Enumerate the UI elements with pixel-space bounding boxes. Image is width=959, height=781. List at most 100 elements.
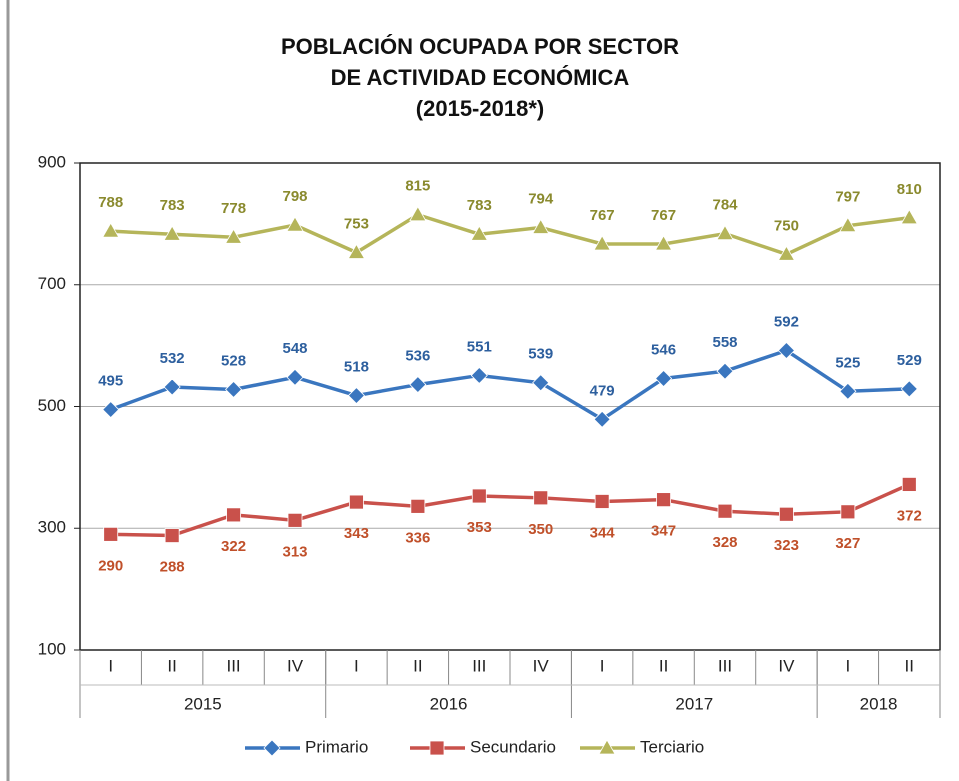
- marker: [532, 374, 550, 392]
- data-label: 532: [160, 350, 185, 367]
- y-tick-label: 300: [38, 518, 66, 537]
- marker: [900, 380, 918, 398]
- marker: [470, 225, 488, 241]
- data-label: 815: [405, 178, 430, 195]
- year-label: 2017: [675, 694, 713, 713]
- x-tick-label: II: [659, 656, 668, 675]
- x-tick-label: I: [108, 656, 113, 675]
- data-label: 558: [712, 334, 737, 351]
- marker: [163, 225, 181, 241]
- marker: [655, 369, 673, 388]
- marker: [594, 494, 610, 509]
- series-line: [110, 348, 910, 422]
- data-label: 529: [897, 352, 922, 369]
- marker: [593, 410, 611, 428]
- x-tick-label: I: [600, 656, 605, 675]
- x-tick-label: III: [226, 656, 240, 675]
- x-tick-label: II: [413, 656, 422, 675]
- marker: [347, 386, 365, 405]
- data-label: 546: [651, 341, 676, 358]
- data-label: 518: [344, 359, 369, 376]
- data-label: 767: [651, 207, 676, 224]
- data-label: 551: [467, 338, 492, 355]
- marker: [777, 341, 795, 360]
- x-tick-label: II: [905, 656, 914, 675]
- x-tick-label: I: [354, 656, 359, 675]
- marker: [656, 492, 671, 508]
- data-label: 778: [221, 200, 246, 217]
- data-label: 353: [467, 519, 492, 536]
- marker: [654, 235, 673, 251]
- marker: [103, 526, 119, 542]
- data-label: 288: [160, 559, 185, 576]
- marker: [224, 228, 243, 244]
- data-label: 336: [405, 529, 430, 546]
- marker: [840, 504, 856, 520]
- y-tick-label: 500: [38, 396, 66, 415]
- x-tick-label: III: [472, 656, 486, 675]
- chart-title: (2015-2018*): [416, 96, 544, 121]
- marker: [593, 235, 611, 251]
- data-label: 750: [774, 217, 799, 234]
- series-line: [110, 212, 910, 257]
- data-label: 783: [160, 197, 185, 214]
- year-label: 2015: [184, 694, 222, 713]
- data-label: 347: [651, 523, 676, 540]
- data-label: 767: [590, 207, 615, 224]
- marker: [717, 503, 733, 519]
- data-label: 327: [835, 535, 860, 552]
- marker: [839, 216, 857, 233]
- legend-label: Primario: [305, 737, 368, 756]
- marker: [533, 490, 549, 506]
- marker: [287, 512, 303, 528]
- data-label: 344: [590, 524, 616, 541]
- marker: [225, 380, 243, 399]
- marker: [900, 208, 918, 225]
- data-label: 525: [835, 354, 860, 371]
- data-label: 322: [221, 538, 246, 555]
- marker: [163, 378, 181, 396]
- x-tick-label: III: [718, 656, 732, 675]
- x-tick-label: IV: [533, 656, 550, 675]
- chart-title: DE ACTIVIDAD ECONÓMICA: [331, 65, 630, 90]
- data-label: 350: [528, 521, 553, 538]
- series-line: [110, 482, 910, 538]
- data-label: 797: [835, 189, 860, 206]
- marker: [779, 506, 794, 522]
- marker: [102, 400, 120, 419]
- data-label: 788: [98, 194, 123, 211]
- data-label: 290: [98, 557, 123, 574]
- marker: [470, 366, 488, 385]
- x-tick-label: IV: [778, 656, 795, 675]
- data-label: 313: [282, 543, 307, 560]
- x-tick-label: IV: [287, 656, 304, 675]
- y-tick-label: 700: [38, 274, 66, 293]
- data-label: 784: [712, 197, 738, 214]
- marker: [777, 245, 796, 261]
- marker: [839, 382, 857, 400]
- legend-label: Secundario: [470, 737, 556, 756]
- data-label: 794: [528, 190, 554, 207]
- marker: [409, 205, 427, 222]
- marker: [410, 498, 426, 514]
- marker: [102, 222, 120, 238]
- data-label: 592: [774, 313, 799, 330]
- marker: [598, 739, 616, 755]
- marker: [716, 224, 734, 241]
- data-label: 343: [344, 525, 369, 542]
- data-label: 536: [405, 348, 430, 365]
- y-tick-label: 100: [38, 639, 66, 658]
- marker: [429, 740, 445, 756]
- marker: [164, 528, 180, 543]
- data-label: 495: [98, 373, 123, 390]
- x-tick-label: I: [845, 656, 850, 675]
- data-label: 528: [221, 352, 246, 369]
- data-label: 479: [590, 382, 615, 399]
- year-label: 2016: [430, 694, 468, 713]
- data-label: 753: [344, 215, 369, 232]
- data-label: 372: [897, 507, 922, 524]
- data-label: 810: [897, 181, 922, 198]
- marker: [347, 243, 366, 259]
- marker: [349, 494, 364, 510]
